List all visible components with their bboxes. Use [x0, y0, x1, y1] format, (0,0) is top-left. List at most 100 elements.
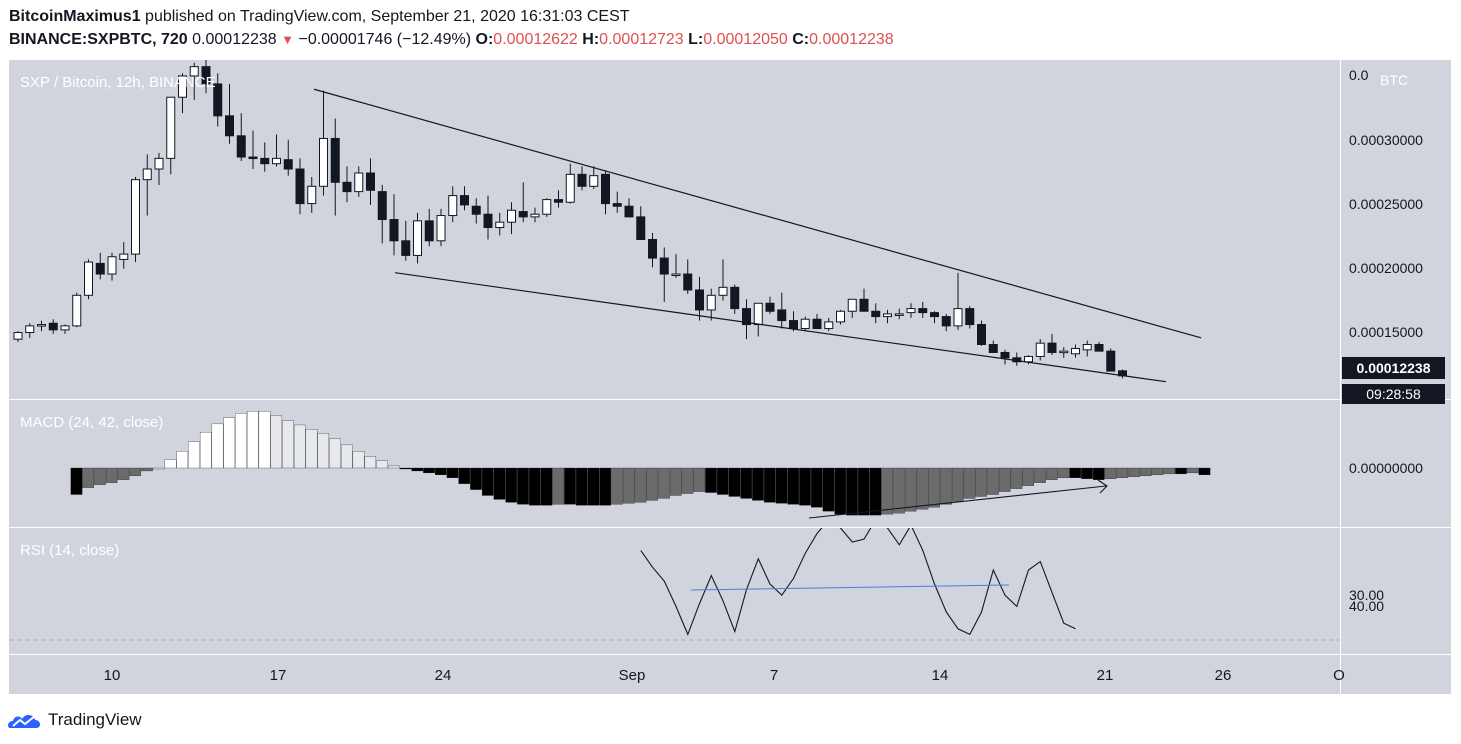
author-name[interactable]: BitcoinMaximus1: [9, 8, 141, 25]
macd-histogram-bar: [340, 444, 353, 469]
macd-histogram-bar: [622, 467, 635, 504]
candle-body: [824, 321, 834, 330]
candle-body: [918, 308, 928, 314]
candle-body: [72, 294, 82, 327]
macd-histogram-bar: [587, 467, 600, 506]
candle-body: [530, 213, 540, 218]
macd-histogram-bar: [940, 467, 952, 505]
price-axis-divider: [1340, 60, 1341, 694]
macd-histogram-bar: [446, 467, 459, 478]
macd-histogram-bar: [787, 467, 800, 505]
candle-body: [812, 318, 822, 330]
rsi-tick: 30.00: [1349, 587, 1385, 603]
candle-body: [460, 195, 469, 206]
price-tick: 0.00015000: [1349, 324, 1423, 340]
macd-histogram-bar: [646, 467, 659, 501]
candle-body: [471, 205, 481, 215]
rsi-line: [640, 528, 1076, 636]
macd-histogram-bar: [329, 438, 341, 469]
time-tick: 10: [103, 667, 121, 684]
price-tick: 0.0: [1349, 67, 1369, 83]
macd-histogram-bar: [117, 467, 130, 480]
macd-histogram-bar: [834, 467, 847, 515]
time-tick: 14: [931, 667, 949, 684]
macd-histogram-bar: [869, 467, 882, 516]
candle-body: [706, 294, 716, 311]
candle-body: [1094, 343, 1104, 352]
macd-histogram-bar: [1186, 467, 1199, 474]
pane-divider-macd-rsi[interactable]: [9, 527, 1451, 528]
macd-histogram-bar: [434, 467, 447, 476]
candle-body: [859, 298, 869, 312]
candle-body: [542, 199, 552, 215]
macd-histogram-bar: [423, 467, 435, 474]
candle-body: [436, 215, 446, 242]
candle-body: [718, 286, 728, 296]
macd-histogram-bar: [141, 467, 153, 472]
macd-legend[interactable]: MACD (24, 42, close): [20, 414, 164, 431]
candle-body: [742, 308, 751, 326]
macd-histogram-bar: [282, 420, 294, 469]
candles-group: [13, 60, 1127, 379]
candle-body: [37, 324, 46, 327]
high-value: 0.00012723: [599, 31, 684, 48]
candle-body: [483, 213, 493, 229]
trendline: [313, 88, 1202, 339]
macd-histogram-bar: [810, 467, 823, 508]
macd-histogram-bar: [411, 467, 424, 472]
open-value: 0.00012622: [493, 31, 578, 48]
candle-body: [1059, 350, 1069, 354]
time-tick: 17: [269, 667, 287, 684]
candle-body: [131, 179, 140, 255]
candle-body: [965, 308, 975, 326]
symbol-label[interactable]: BINANCE:SXPBTC, 720: [9, 31, 188, 48]
chart-area[interactable]: SXP / Bitcoin, 12h, BINANCE MACD (24, 42…: [9, 60, 1451, 694]
candle-body: [1047, 342, 1057, 353]
candle-body: [178, 75, 187, 98]
rsi-divergence-line: [690, 584, 1010, 591]
tradingview-footer[interactable]: TradingView: [8, 708, 142, 732]
macd-histogram-bar: [822, 467, 835, 512]
macd-histogram-bar: [270, 415, 283, 469]
candle-body: [765, 302, 775, 312]
macd-histogram-bar: [963, 467, 976, 499]
candle-body: [800, 318, 810, 330]
macd-histogram-bar: [799, 467, 811, 506]
candle-body: [789, 320, 798, 330]
candle-body: [272, 157, 281, 165]
macd-histogram-bar: [246, 411, 259, 469]
macd-zero-tick: 0.00000000: [1349, 460, 1423, 476]
candle-body: [847, 298, 857, 312]
candle-body: [777, 309, 787, 322]
macd-histogram-bar: [223, 417, 236, 469]
candle-body: [60, 325, 70, 331]
rsi-legend[interactable]: RSI (14, close): [20, 542, 120, 559]
candle-body: [307, 185, 317, 205]
macd-histogram-bar: [317, 433, 330, 469]
macd-histogram-bar: [1034, 467, 1046, 483]
candle-body: [671, 273, 681, 277]
bar-countdown-tag: 09:28:58: [1342, 384, 1445, 404]
candle-body: [730, 286, 740, 310]
price-tick: 0.00030000: [1349, 132, 1423, 148]
candle-body: [330, 137, 340, 183]
header-line-2: BINANCE:SXPBTC, 720 0.00012238 ▼ −0.0000…: [9, 31, 894, 49]
macd-histogram-bar: [293, 424, 306, 469]
time-tick: 21: [1096, 667, 1114, 684]
macd-histogram-bar: [1010, 467, 1023, 489]
candle-body: [119, 253, 129, 260]
main-series-legend[interactable]: SXP / Bitcoin, 12h, BINANCE: [20, 74, 216, 91]
currency-unit-label: BTC: [1380, 72, 1408, 88]
tradingview-brand[interactable]: TradingView: [48, 710, 142, 729]
candle-body: [695, 289, 704, 311]
candle-body: [612, 203, 622, 207]
macd-histogram-bar: [998, 467, 1011, 492]
candle-body: [354, 172, 364, 193]
chart-canvas[interactable]: [9, 60, 1451, 694]
macd-histogram-bar: [693, 467, 706, 492]
pane-divider-main-macd[interactable]: [9, 399, 1451, 400]
candle-body: [95, 262, 105, 275]
macd-histogram-bar: [1045, 467, 1058, 480]
candle-body: [1106, 350, 1116, 372]
macd-histogram-bar: [1198, 467, 1211, 476]
